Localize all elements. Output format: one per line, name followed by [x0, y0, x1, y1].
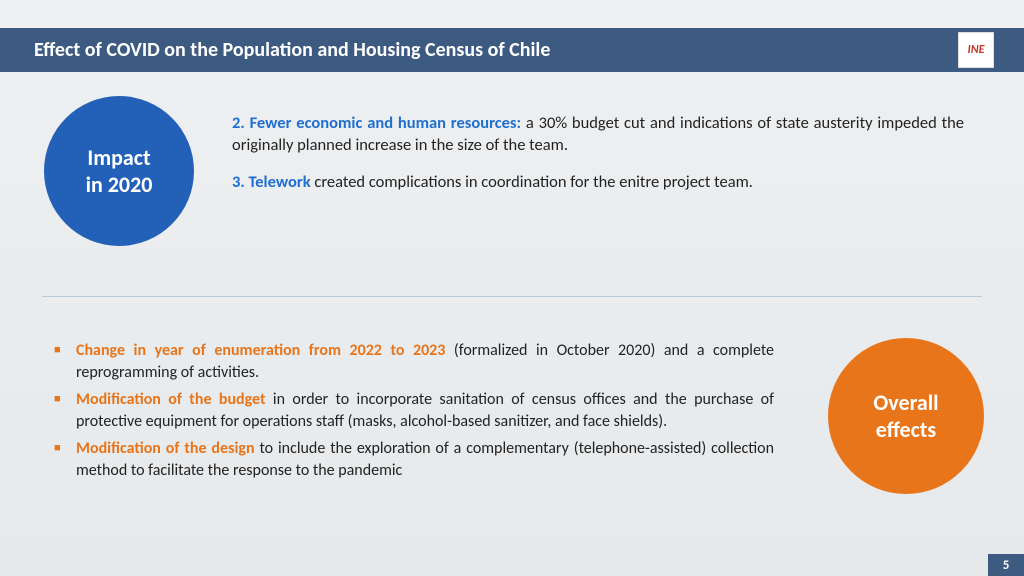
impact-circle-line1: Impact: [87, 144, 150, 172]
effects-circle-line2: effects: [876, 416, 936, 444]
impact-point-2: 2. Fewer economic and human resources: a…: [232, 112, 964, 157]
bullet-2: Modification of the budget in order to i…: [54, 389, 774, 432]
impact-circle-line2: in 2020: [86, 171, 153, 199]
effects-circle: Overall effects: [828, 338, 984, 494]
effects-bullets: Change in year of enumeration from 2022 …: [54, 340, 774, 488]
impact-point-2-lead: 2. Fewer economic and human resources:: [232, 113, 521, 133]
bullet-3-lead: Modification of the design: [76, 439, 255, 458]
bullet-2-lead: Modification of the budget: [76, 390, 266, 409]
section-divider: [42, 296, 982, 297]
slide-header: Effect of COVID on the Population and Ho…: [0, 28, 1024, 72]
bullet-1: Change in year of enumeration from 2022 …: [54, 340, 774, 383]
impact-point-3: 3. Telework created complications in coo…: [232, 171, 964, 193]
page-number: 5: [988, 554, 1024, 576]
effects-circle-line1: Overall: [873, 389, 938, 417]
impact-point-3-lead: 3. Telework: [232, 172, 311, 192]
bullet-1-lead: Change in year of enumeration from 2022 …: [76, 341, 445, 360]
logo-text: INE: [968, 43, 985, 57]
logo: INE: [958, 32, 994, 68]
bullet-3: Modification of the design to include th…: [54, 438, 774, 481]
impact-point-3-rest: created complications in coordination fo…: [311, 172, 753, 192]
slide-title: Effect of COVID on the Population and Ho…: [34, 38, 550, 62]
impact-circle: Impact in 2020: [44, 96, 194, 246]
impact-body: 2. Fewer economic and human resources: a…: [232, 112, 964, 193]
